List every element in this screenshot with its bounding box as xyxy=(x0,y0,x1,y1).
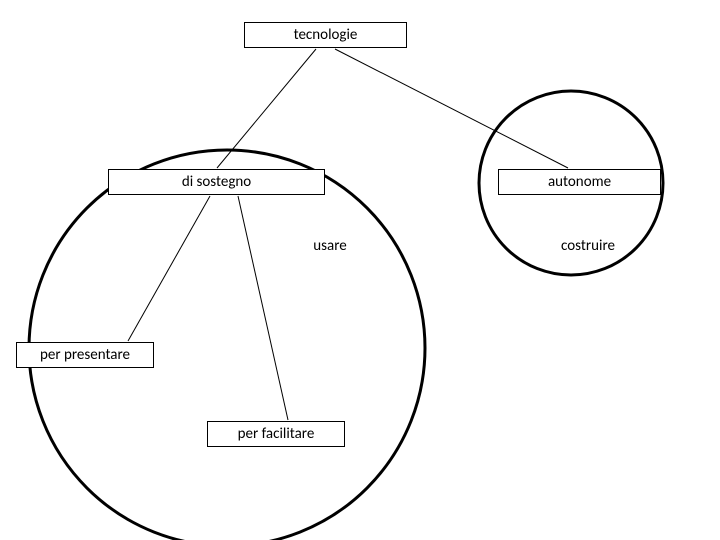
edge-0 xyxy=(217,49,316,168)
node-label: usare xyxy=(313,237,346,255)
node-per-facilitare: per facilitare xyxy=(207,421,345,447)
node-label: autonome xyxy=(548,173,611,191)
node-per-presentare: per presentare xyxy=(16,342,154,368)
node-label: di sostegno xyxy=(182,173,251,191)
edge-2 xyxy=(128,196,210,341)
node-di-sostegno: di sostegno xyxy=(108,169,325,195)
node-label: costruire xyxy=(561,237,615,255)
node-label: per presentare xyxy=(40,346,130,364)
node-label: tecnologie xyxy=(294,26,358,44)
node-usare: usare xyxy=(285,237,375,259)
node-label: per facilitare xyxy=(238,425,315,443)
node-tecnologie: tecnologie xyxy=(244,22,407,48)
edge-3 xyxy=(238,196,288,420)
node-costruire: costruire xyxy=(543,237,633,259)
diagram-svg xyxy=(0,0,720,540)
node-autonome: autonome xyxy=(498,169,661,195)
edge-1 xyxy=(335,49,568,168)
